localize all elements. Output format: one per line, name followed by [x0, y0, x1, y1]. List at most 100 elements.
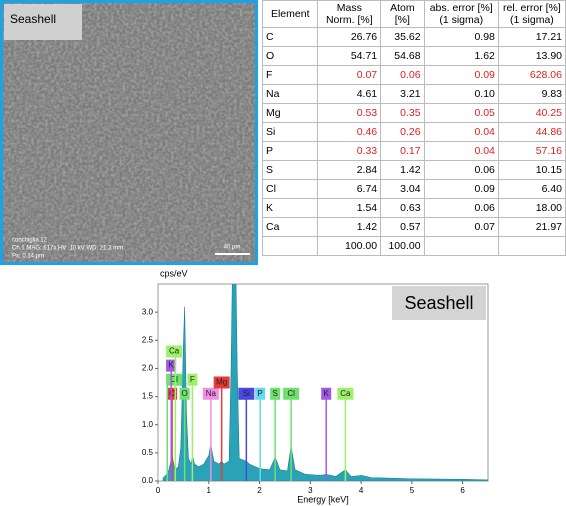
results-table: Element Mass Norm. [%] Atom [%] abs. error …: [261, 0, 566, 256]
marker-label: C: [169, 389, 175, 398]
table-cell: 1.42: [380, 160, 425, 180]
table-cell: 0.33: [317, 141, 382, 161]
table-cell: F: [261, 65, 319, 85]
x-tick-label: 1: [207, 486, 212, 495]
marker-box: [213, 376, 230, 389]
table-cell: [423, 236, 499, 256]
table-cell: 3.21: [380, 84, 425, 104]
table-cell: 628.06: [497, 65, 566, 85]
table-cell: Si: [261, 122, 319, 142]
spectrum-chart: cps/eV Energy [keV] 0.0 0.5 1.0 1.5 2.0 2.5 3.…: [142, 268, 489, 504]
x-tick-label: 3: [308, 486, 313, 495]
table-row: O 54.71 54.68 1.62 13.90: [261, 46, 566, 66]
table-row: F 0.07 0.06 0.09 628.06: [261, 65, 566, 85]
image-info: Ch 1 MAG: 617x HV: 10 kV WD: 21.3 mm: [12, 246, 123, 252]
y-tick-label: 1.0: [142, 420, 154, 429]
y-tick-label: 2.0: [142, 364, 154, 373]
table-cell: 100.00: [317, 236, 382, 256]
table-cell: 0.04: [423, 122, 499, 142]
table-cell: 6.74: [317, 179, 382, 199]
sem-image: Seashell conchiglia 12 Ch 1 MAG: 617x HV…: [0, 0, 258, 265]
marker-box: [283, 387, 300, 400]
table-cell: [261, 236, 319, 256]
header-cell: rel. error [%] (1 sigma): [497, 0, 566, 28]
header-row: Element Mass Norm. [%] Atom [%] abs. error …: [261, 0, 566, 28]
x-tick-label: 6: [460, 486, 465, 495]
table-row: C 26.76 35.62 0.98 17.21: [261, 27, 566, 47]
table-cell: 0.04: [423, 141, 499, 161]
table-cell: 0.09: [423, 65, 499, 85]
table-cell: 0.17: [380, 141, 425, 161]
table-row: Cl 6.74 3.04 0.09 6.40: [261, 179, 566, 199]
marker-label: Cl: [287, 389, 295, 398]
table-cell: S: [261, 160, 319, 180]
marker-label: Ca: [169, 347, 180, 356]
y-tick-label: 3.0: [142, 307, 154, 316]
marker-label: P: [258, 389, 263, 398]
table-cell: 0.06: [423, 160, 499, 180]
y-tick-label: 0.0: [142, 476, 154, 485]
marker-label: K: [324, 389, 330, 398]
x-tick-label: 5: [410, 486, 415, 495]
marker-label: Cl: [170, 375, 178, 384]
table-cell: 0.35: [380, 103, 425, 123]
table-row: 100.00 100.00: [261, 236, 566, 256]
marker-box: [337, 387, 354, 400]
table-cell: 26.76: [317, 27, 382, 47]
table-cell: 3.04: [380, 179, 425, 199]
marker-box: [187, 373, 198, 386]
table-row: P 0.33 0.17 0.04 57.16: [261, 141, 566, 161]
chart-title: Seashell: [404, 293, 473, 313]
marker-box: [255, 387, 266, 400]
table-cell: Cl: [261, 179, 319, 199]
table-cell: 0.06: [423, 198, 499, 218]
table-cell: C: [261, 27, 319, 47]
x-tick-label: 2: [257, 486, 262, 495]
table-cell: K: [261, 198, 319, 218]
table-cell: 0.09: [423, 179, 499, 199]
table-cell: 0.63: [380, 198, 425, 218]
plot-clip: [162, 284, 488, 481]
table-cell: 9.83: [497, 84, 566, 104]
table-cell: 21.97: [497, 217, 566, 237]
marker-label: K: [168, 361, 174, 370]
table-row: S 2.84 1.42 0.06 10.15: [261, 160, 566, 180]
marker-label: Ca: [340, 389, 351, 398]
spectrum-area: [162, 284, 488, 481]
table-cell: Na: [261, 84, 319, 104]
marker-box: [270, 387, 281, 400]
table-cell: 0.98: [423, 27, 499, 47]
table-cell: 0.06: [380, 65, 425, 85]
table-cell: 57.16: [497, 141, 566, 161]
table-cell: 17.21: [497, 27, 566, 47]
marker-label: Mg: [216, 378, 227, 387]
table-cell: 6.40: [497, 179, 566, 199]
y-axis-label: cps/eV: [160, 268, 188, 278]
marker-box: [321, 387, 332, 400]
marker-box: [166, 345, 183, 358]
marker-label: F: [190, 375, 195, 384]
table-cell: 54.71: [317, 46, 382, 66]
image-label: Seashell: [10, 12, 56, 26]
table-cell: 0.05: [423, 103, 499, 123]
table-cell: 100.00: [380, 236, 425, 256]
table-row: Mg 0.53 0.35 0.05 40.25: [261, 103, 566, 123]
table-cell: 0.53: [317, 103, 382, 123]
table-cell: O: [261, 46, 319, 66]
table-cell: 54.68: [380, 46, 425, 66]
marker-label: Na: [206, 389, 217, 398]
table-cell: 0.46: [317, 122, 382, 142]
table-row: Ca 1.42 0.57 0.07 21.97: [261, 217, 566, 237]
y-tick-label: 0.5: [142, 448, 154, 457]
table-cell: 0.10: [423, 84, 499, 104]
scale-bar: 40 µm: [224, 245, 241, 251]
table-row: K 1.54 0.63 0.06 18.00: [261, 198, 566, 218]
table-cell: 35.62: [380, 27, 425, 47]
marker-box: [179, 387, 190, 400]
table-cell: 18.00: [497, 198, 566, 218]
table-cell: P: [261, 141, 319, 161]
x-tick-label: 0: [156, 486, 161, 495]
header-cell: Element: [261, 0, 319, 28]
table-cell: 13.90: [497, 46, 566, 66]
header-cell: Mass Norm. [%]: [317, 0, 382, 28]
